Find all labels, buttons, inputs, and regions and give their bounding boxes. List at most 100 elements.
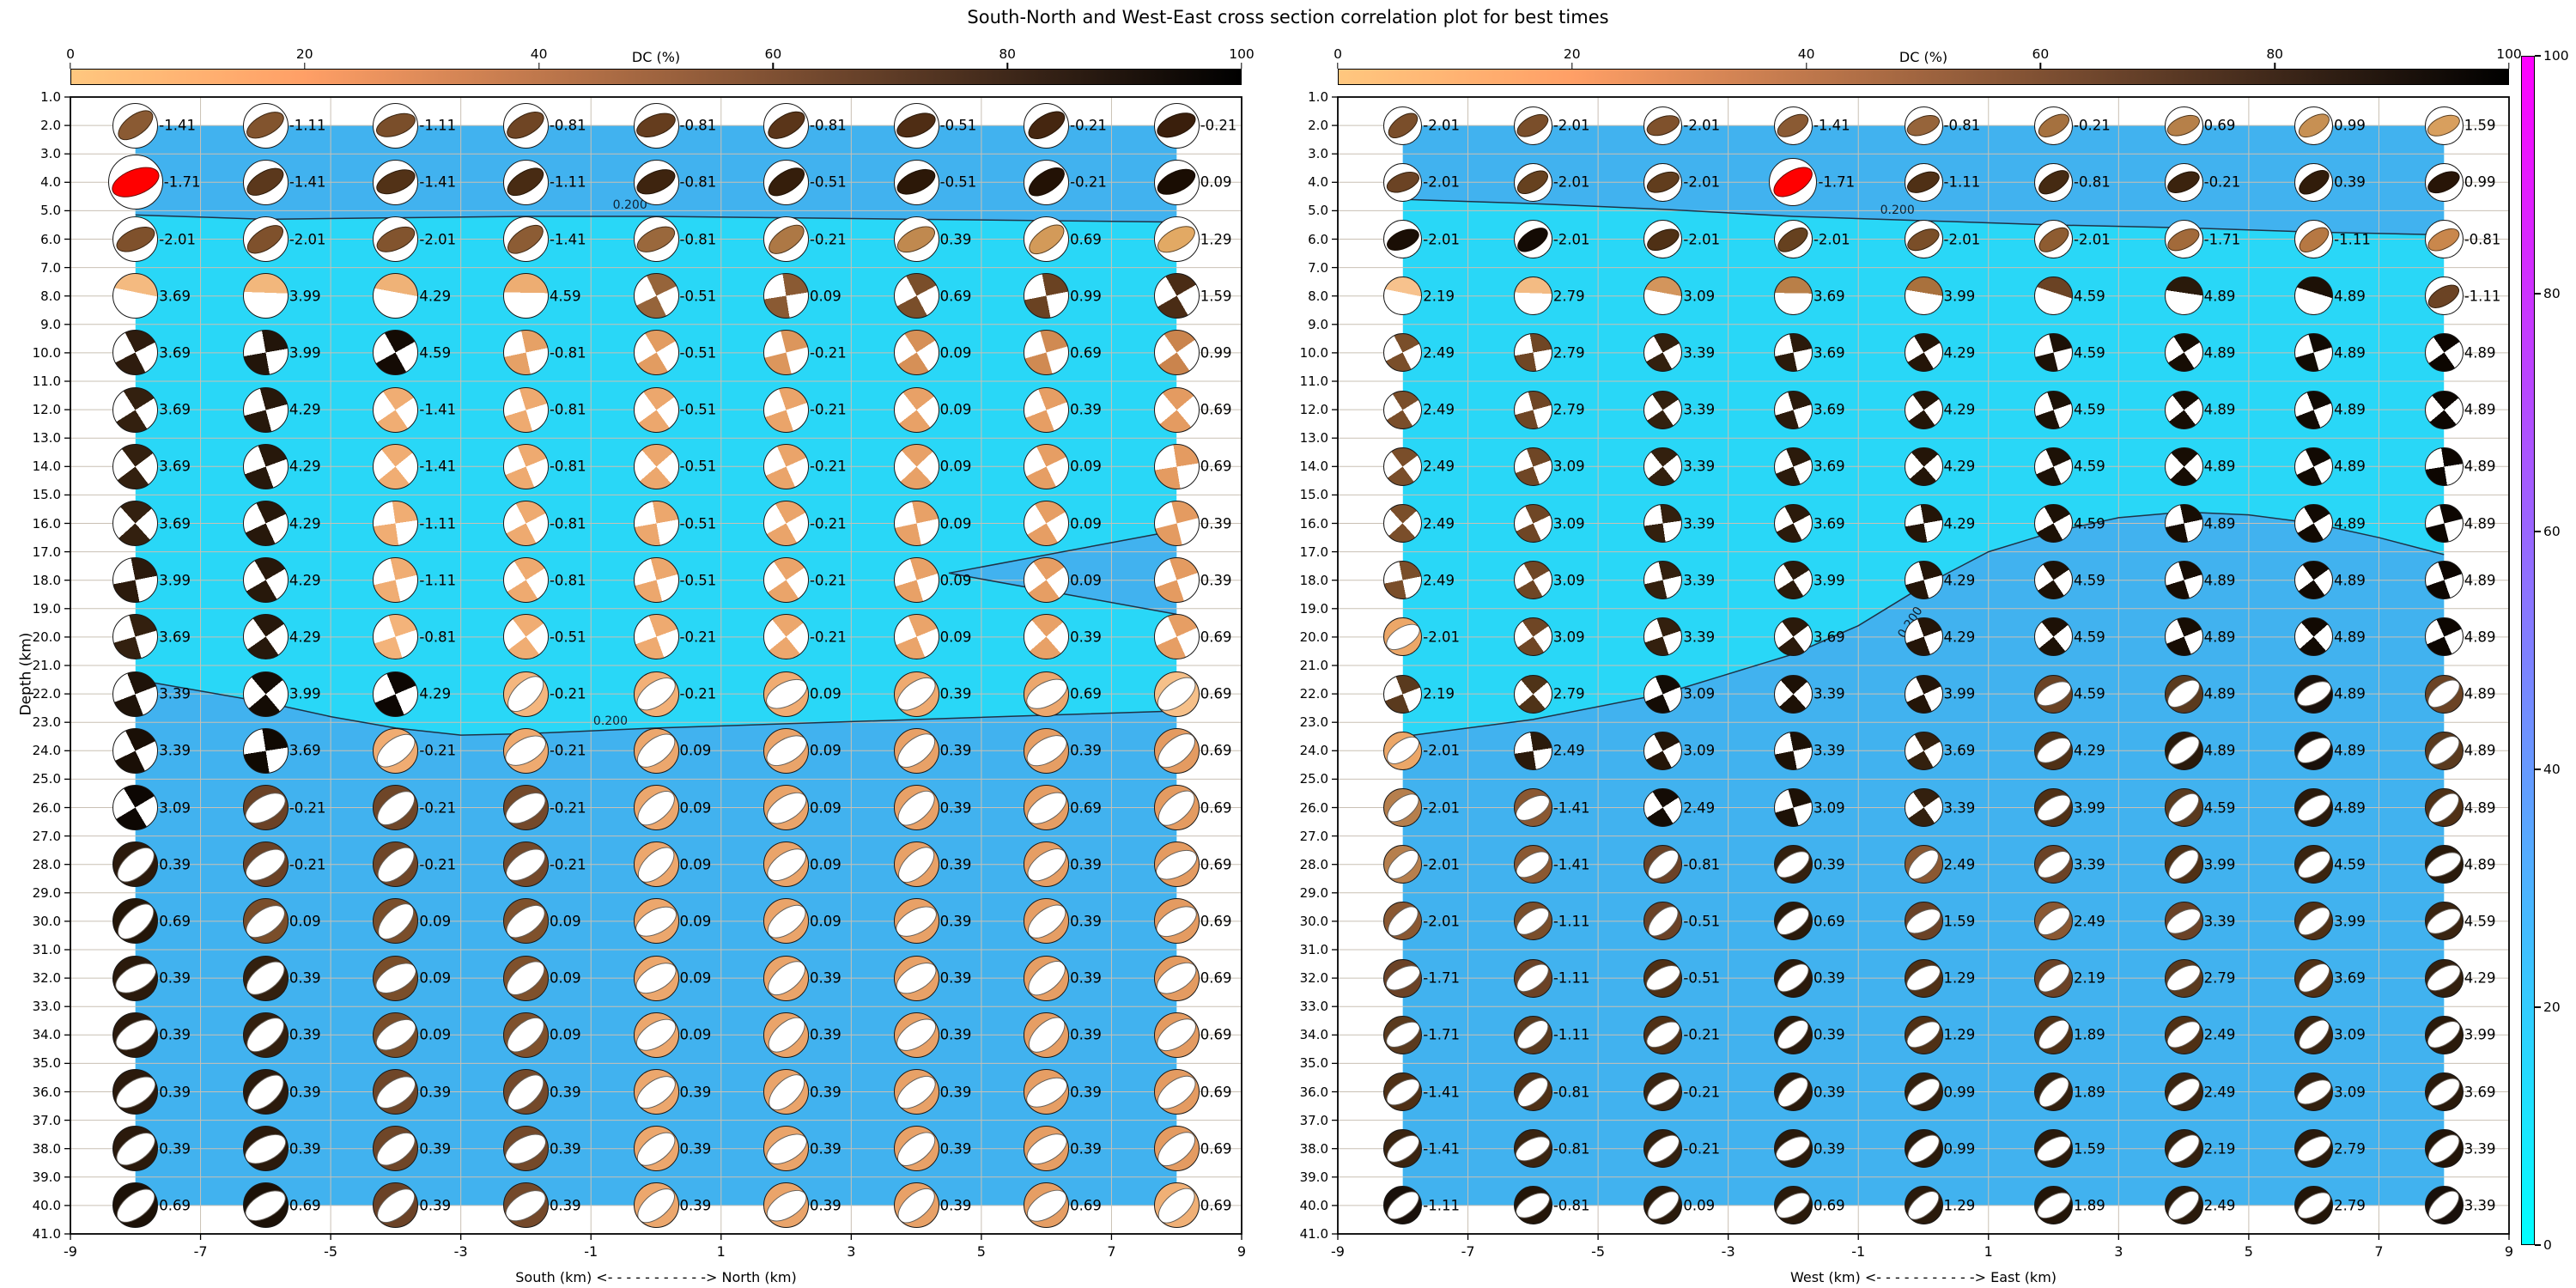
beachball-value: -2.01 bbox=[1813, 231, 1850, 247]
beachball-value: -0.81 bbox=[1683, 856, 1721, 873]
beachball-band bbox=[503, 956, 548, 1000]
beachball-value: 4.89 bbox=[2334, 572, 2366, 589]
beachball bbox=[2294, 1186, 2334, 1225]
beachball bbox=[1153, 102, 1200, 149]
beachball bbox=[893, 785, 939, 830]
beachball bbox=[2034, 845, 2074, 884]
beachball-band bbox=[894, 1183, 939, 1228]
beachball bbox=[2424, 731, 2464, 770]
beachball-value: -1.11 bbox=[1552, 913, 1590, 930]
beachball-value: 3.99 bbox=[1943, 288, 1976, 305]
beachball-value: 0.39 bbox=[939, 799, 972, 816]
beachball-value: -2.01 bbox=[2074, 231, 2111, 247]
beachball-band bbox=[1644, 960, 1682, 996]
beachball-value: -1.41 bbox=[419, 458, 457, 475]
beachball-lens bbox=[764, 218, 809, 260]
beachball-band bbox=[2035, 1187, 2073, 1224]
correlation-colorbar-tick-label: 0 bbox=[2543, 1237, 2552, 1253]
beachball bbox=[893, 1126, 939, 1172]
beachball bbox=[2034, 902, 2074, 941]
depth-tick-label: 28.0 bbox=[32, 856, 61, 872]
beachball bbox=[763, 216, 810, 262]
depth-tick-label: 1.0 bbox=[1308, 89, 1328, 105]
beachball-band bbox=[1154, 956, 1199, 1000]
beachball-value: 4.29 bbox=[289, 515, 321, 532]
beachball-value: 0.39 bbox=[419, 1140, 452, 1157]
beachball bbox=[1153, 330, 1200, 376]
beachball-lens bbox=[503, 106, 548, 145]
beachball-band bbox=[503, 899, 548, 944]
beachball-lens bbox=[1384, 167, 1422, 197]
beachball-band bbox=[1905, 903, 1942, 939]
beachball bbox=[373, 614, 419, 660]
beachball-value: 4.89 bbox=[2334, 288, 2366, 305]
beachball-band bbox=[2425, 789, 2463, 826]
beachball-lens bbox=[113, 221, 158, 258]
beachball-value: 0.39 bbox=[679, 1140, 712, 1157]
beachball-band bbox=[764, 786, 809, 829]
beachball bbox=[1643, 220, 1683, 258]
beachball-value: 4.59 bbox=[2074, 458, 2105, 475]
beachball bbox=[763, 1012, 810, 1058]
panel-plot-svg bbox=[1332, 96, 2510, 1240]
beachball-value: 4.59 bbox=[2074, 515, 2105, 532]
beachball-value: 0.39 bbox=[939, 231, 972, 247]
beachball bbox=[242, 273, 289, 319]
dc-colorbar-tick bbox=[772, 63, 775, 69]
beachball-value: 0.39 bbox=[1813, 1140, 1845, 1157]
beachball bbox=[1643, 162, 1683, 202]
beachball-band bbox=[1154, 843, 1199, 885]
beachball-value: 0.09 bbox=[1070, 458, 1102, 475]
beachball-value: 1.29 bbox=[1943, 1026, 1976, 1043]
beachball bbox=[763, 1182, 810, 1229]
beachball bbox=[1513, 1186, 1552, 1225]
beachball bbox=[1383, 106, 1423, 145]
dc-colorbar-tick bbox=[2039, 63, 2042, 69]
beachball-value: 4.89 bbox=[2464, 629, 2496, 646]
beachball bbox=[1024, 386, 1070, 433]
beachball-band bbox=[894, 728, 939, 773]
depth-tick-label: 41.0 bbox=[1299, 1226, 1328, 1242]
panel-south-north: 1.0 2.0 3.0 4.0 5.0 6.0 7.0 8.0 9.0 10.0 11.0 12.0 1… bbox=[33, 89, 1247, 1285]
beachball bbox=[502, 102, 549, 149]
beachball bbox=[1153, 273, 1200, 319]
beachball bbox=[893, 273, 939, 319]
beachball-band bbox=[1644, 1073, 1682, 1110]
beachball-value: 2.79 bbox=[1552, 685, 1585, 702]
beachball-band bbox=[894, 842, 939, 887]
beachball-band bbox=[1905, 1073, 1942, 1110]
beachball-band bbox=[764, 1127, 809, 1170]
depth-tick-label: 34.0 bbox=[1299, 1027, 1328, 1043]
beachball bbox=[633, 785, 679, 830]
beachball bbox=[373, 386, 419, 433]
beachball-value: 2.19 bbox=[1423, 288, 1455, 305]
beachball bbox=[373, 273, 419, 319]
beachball-value: -0.21 bbox=[289, 856, 326, 873]
beachball-band bbox=[2035, 1073, 2073, 1110]
dc-colorbar-tick-label: 40 bbox=[530, 46, 548, 62]
depth-tick-label: 27.0 bbox=[1299, 828, 1328, 844]
dc-colorbar-tick bbox=[2508, 63, 2510, 69]
beachball bbox=[763, 557, 810, 604]
depth-tick-label: 13.0 bbox=[1299, 430, 1328, 447]
beachball-band bbox=[1774, 902, 1812, 940]
beachball-value: 3.09 bbox=[1683, 742, 1716, 759]
beachball-band bbox=[1384, 960, 1422, 996]
beachball bbox=[373, 785, 419, 830]
depth-tick-label: 11.0 bbox=[1299, 374, 1328, 389]
beachball bbox=[2294, 1129, 2334, 1169]
beachball bbox=[2034, 788, 2074, 827]
beachball-value: 3.69 bbox=[2334, 969, 2366, 987]
beachball bbox=[1383, 845, 1423, 884]
dc-colorbar-tick-label: 60 bbox=[764, 46, 782, 62]
beachball-band bbox=[1024, 1183, 1069, 1228]
x-tick-label: -1 bbox=[1851, 1243, 1866, 1260]
beachball-value: 3.69 bbox=[1813, 629, 1845, 646]
beachball-value: 3.09 bbox=[1683, 685, 1716, 702]
beachball bbox=[107, 155, 163, 210]
beachball bbox=[2424, 333, 2464, 373]
beachball-value: 4.29 bbox=[1943, 344, 1976, 361]
beachball bbox=[1153, 1069, 1200, 1115]
beachball bbox=[373, 1182, 419, 1229]
